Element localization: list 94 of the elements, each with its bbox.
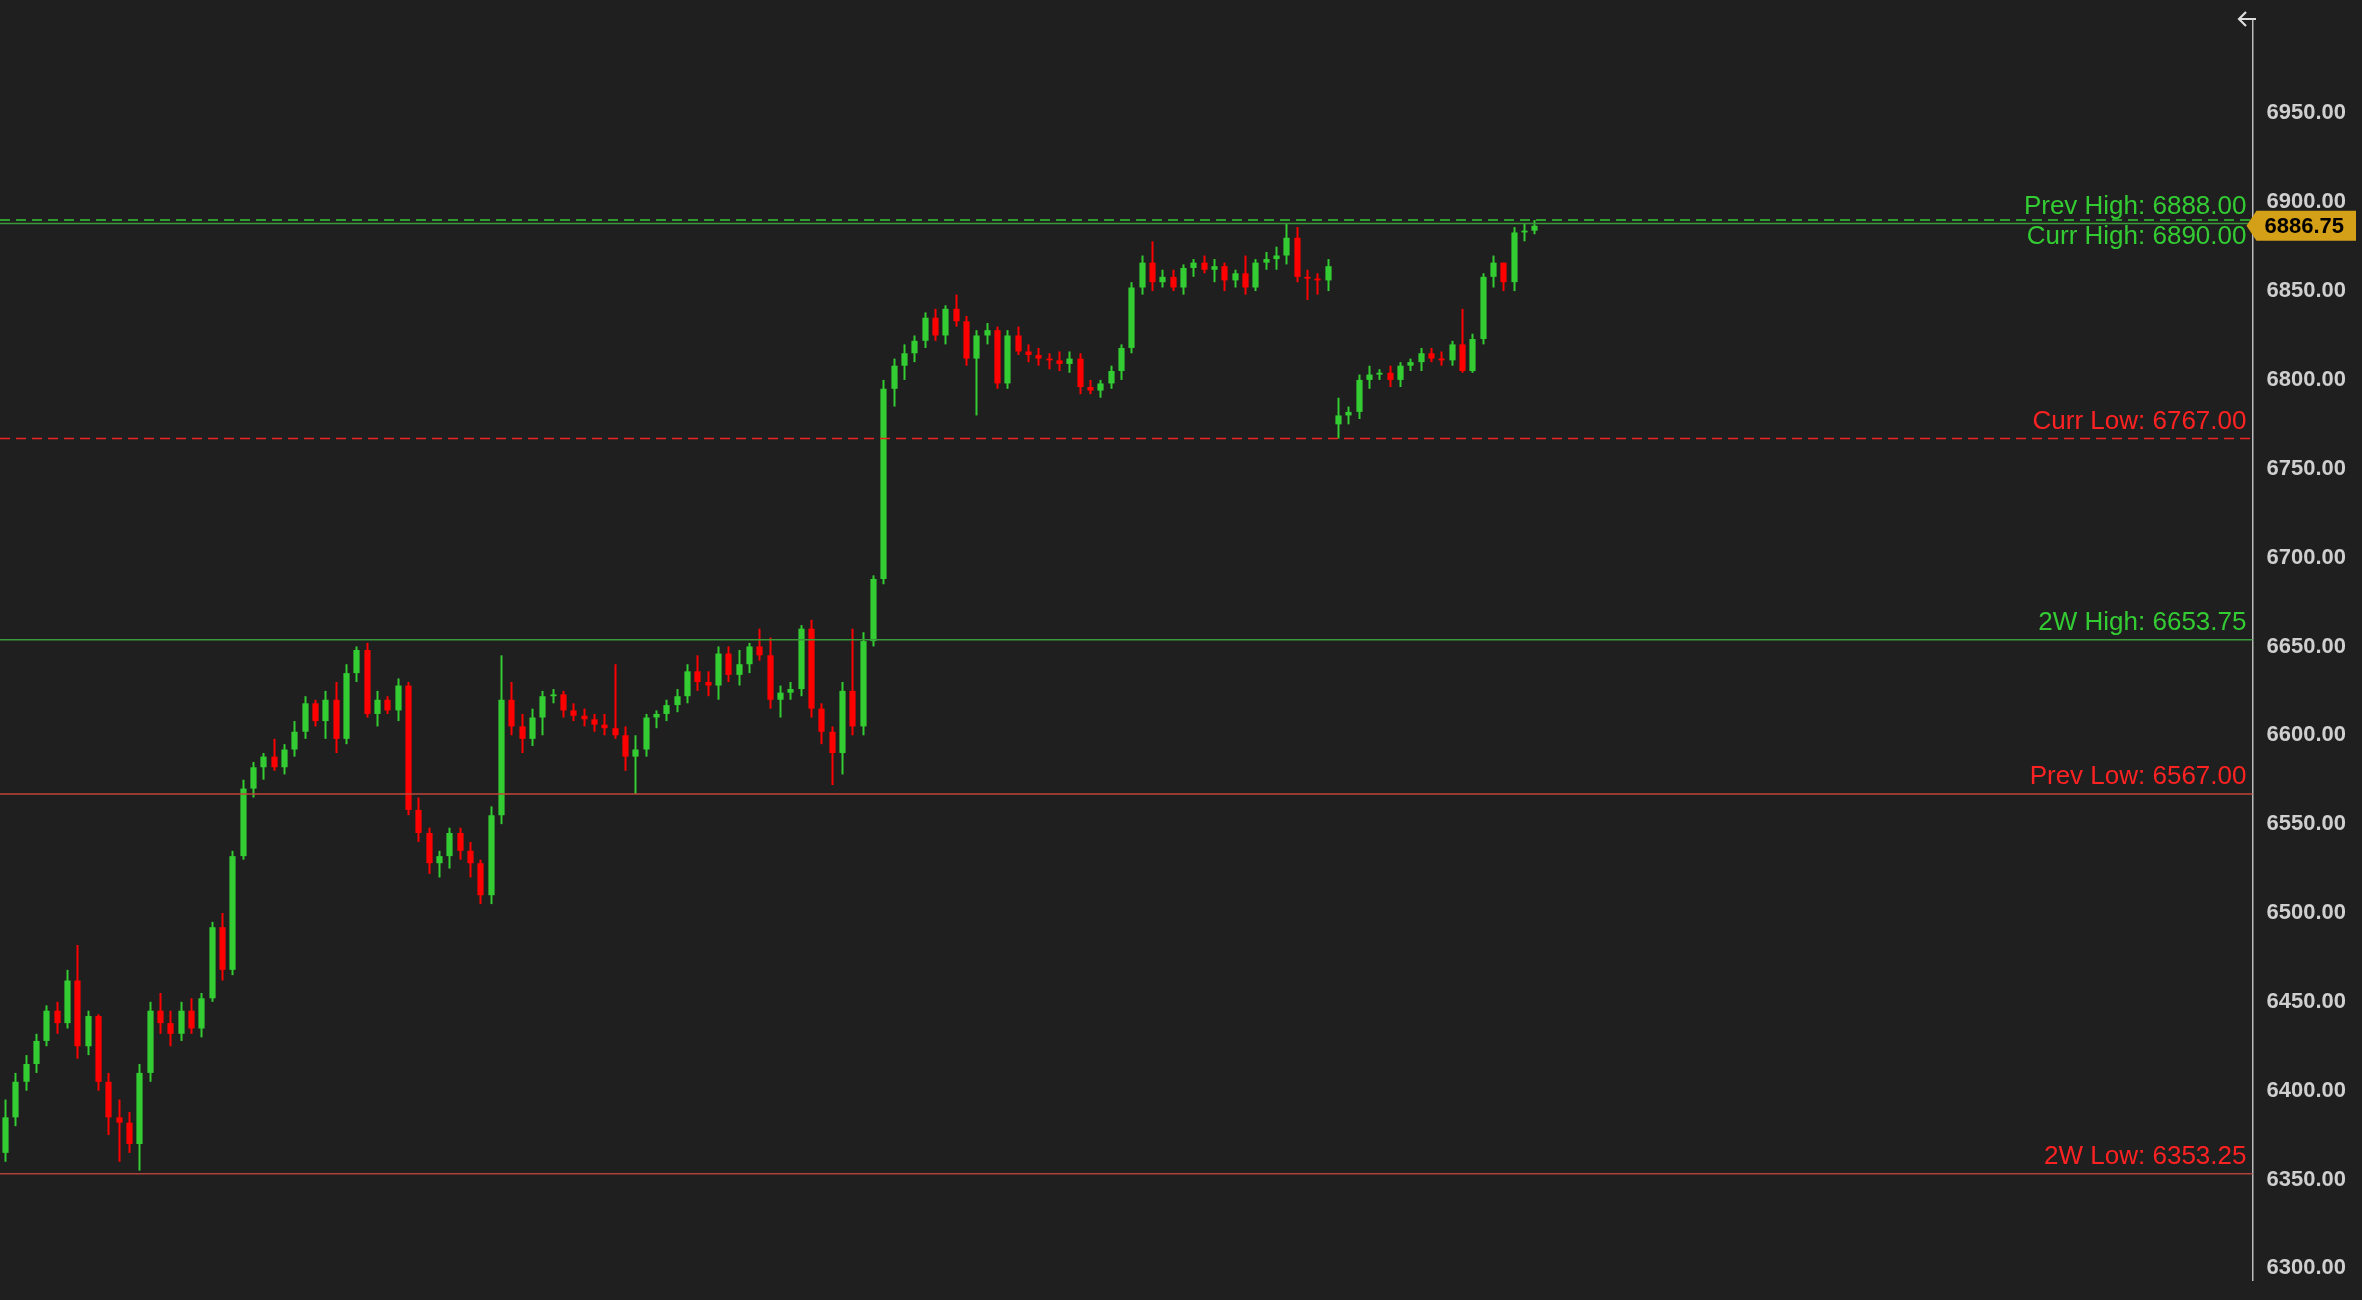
candlestick [612,663,619,740]
y-tick-label: 6450.00 [2266,987,2347,1013]
text: 6886.75 [2264,212,2345,238]
candlestick [756,627,763,662]
candlestick [260,752,267,781]
candlestick [911,334,918,364]
candlestick [1366,364,1373,390]
y-tick-label: 6300.00 [2266,1254,2347,1280]
candlestick [622,725,629,772]
candlestick [973,329,980,417]
candlestick [116,1098,123,1163]
candlestick [1449,339,1456,367]
candlestick [353,645,360,683]
ref-line-label: 2W Low: 6353.25 [2044,1139,2247,1170]
candlestick [519,712,526,755]
candlestick [601,712,608,737]
candlestick [1283,222,1290,266]
candlestick [1015,325,1022,357]
candlestick [818,702,825,746]
y-tick-label: 6400.00 [2266,1076,2347,1102]
ref-line-label: 2W High: 6653.75 [2038,605,2247,636]
candlestick [157,991,164,1035]
candlestick [1242,254,1249,296]
y-tick-label: 6750.00 [2266,454,2347,480]
candlestick [1335,396,1342,440]
candlestick [1273,245,1280,271]
candlestick [446,826,453,870]
candlestick [829,725,836,787]
candlestick [1211,258,1218,284]
y-tick-label: 6700.00 [2266,543,2347,569]
candlestick [777,684,784,719]
candlestick [736,649,743,687]
candlestick [1221,261,1228,293]
candlestick [891,357,898,408]
candlestick [1418,346,1425,373]
y-tick-label: 6600.00 [2266,721,2347,747]
candlestick [1304,268,1311,301]
ref-line-label: Curr Low: 6767.00 [2032,404,2247,435]
y-tick-label: 6900.00 [2266,188,2347,214]
candlestick [1118,343,1125,381]
candlestick [632,734,639,795]
y-tick-label: 6350.00 [2266,1165,2347,1191]
candlestick [467,840,474,879]
candlestick [1180,263,1187,296]
candlestick [167,1009,174,1048]
candlestick [1387,364,1394,389]
candlestick [178,1000,185,1042]
candlestick [984,322,991,346]
candlestick [188,997,195,1035]
ref-line-label: Curr High: 6890.00 [2026,220,2247,251]
candlestick [250,760,257,799]
candlestick [1066,350,1073,374]
candlestick [725,645,732,683]
candlestick [23,1054,30,1092]
candlestick [374,689,381,728]
candlestick [1397,361,1404,389]
candlestick [271,737,278,772]
candlestick [322,689,329,740]
candlestick [922,311,929,349]
candlestick [1149,240,1156,293]
candlestick [663,698,670,723]
candlestick [529,707,536,747]
y-tick-label: 6850.00 [2266,277,2347,303]
candlestick [901,343,908,381]
ref-line-label: Prev Low: 6567.00 [2029,760,2247,791]
candlestick [694,654,701,692]
y-tick-label: 6800.00 [2266,365,2347,391]
candlestick [560,689,567,719]
y-tick-label: 6650.00 [2266,632,2347,658]
candlestick [1500,261,1507,293]
candlestick [291,720,298,758]
candlestick [1490,254,1497,289]
candlestick [1056,350,1063,373]
candlestick [705,670,712,698]
ref-line-label: Prev High: 6888.00 [2023,189,2247,220]
candlestick [1170,268,1177,293]
candlestick [932,307,939,342]
candlestick [126,1110,133,1154]
y-tick-label: 6950.00 [2266,99,2347,125]
candlestick [312,698,319,728]
y-tick-label: 6500.00 [2266,899,2347,925]
candlestick [746,641,753,675]
candlestick [539,689,546,737]
candlestick [1325,258,1332,293]
candlestick [953,293,960,328]
candlestick [674,688,681,714]
candlestick [281,743,288,776]
candlestick [33,1032,40,1074]
y-tick-label: 6550.00 [2266,810,2347,836]
candlestick [54,1000,61,1035]
candlestick [436,849,443,879]
candlestick [415,796,422,843]
candlestick [1108,364,1115,390]
candlestick [457,826,464,861]
